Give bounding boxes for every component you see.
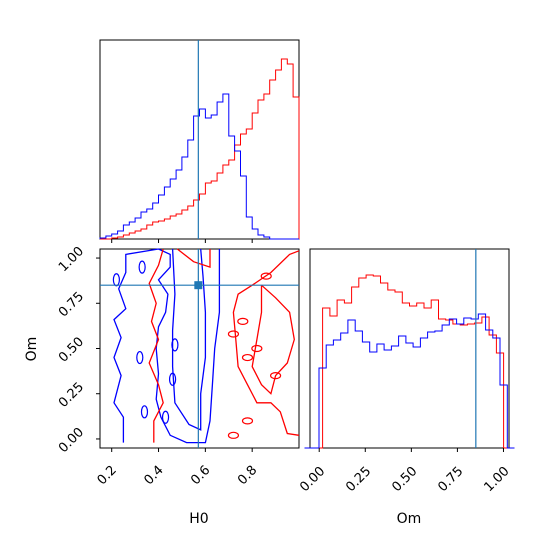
h0-histogram-series-a xyxy=(100,58,300,240)
joint-truth-marker xyxy=(194,281,203,290)
om-x-axis-label: Om xyxy=(397,511,422,527)
red-contour-blob-2 xyxy=(241,353,254,362)
om-histogram-series-a xyxy=(308,274,511,449)
red-contour-right xyxy=(232,250,300,436)
blue-contour-blob-5 xyxy=(168,372,177,386)
blue-contour-blob-1 xyxy=(138,260,146,274)
blue-contour-inner xyxy=(171,248,207,431)
red-contour-blob-6 xyxy=(227,431,240,439)
om-histogram-frame xyxy=(309,248,510,449)
blue-contour-blob-2 xyxy=(136,350,144,365)
joint-panel: 0.2 0.4 0.6 0.8 0.000.250.500.751.00 H0 Om xyxy=(24,244,300,527)
red-contour-blob-5 xyxy=(241,417,254,425)
h0-histogram-panel xyxy=(99,39,300,243)
joint-x-axis-label: H0 xyxy=(189,511,208,527)
om-histogram-series-b xyxy=(304,313,515,449)
blue-contour-outer xyxy=(113,248,221,444)
red-contour-blob-4 xyxy=(269,372,282,380)
red-contour-inner xyxy=(251,284,295,395)
blue-contour-blob-3 xyxy=(140,405,149,419)
joint-contours xyxy=(112,248,300,444)
red-contour-blob-3 xyxy=(251,344,263,353)
red-contour-blob-7 xyxy=(260,272,272,280)
red-contour-blob-1 xyxy=(237,317,249,325)
h0-histogram-series-b xyxy=(99,93,299,240)
red-contour-blob-0 xyxy=(227,330,240,338)
red-contour-top xyxy=(176,248,211,268)
red-contour-outer-left xyxy=(148,248,164,443)
blue-contour-blob-6 xyxy=(161,410,170,424)
blue-contour-blob-4 xyxy=(171,338,179,352)
h0-histogram-ticks xyxy=(111,239,253,243)
joint-y-axis-label: Om xyxy=(24,337,40,362)
